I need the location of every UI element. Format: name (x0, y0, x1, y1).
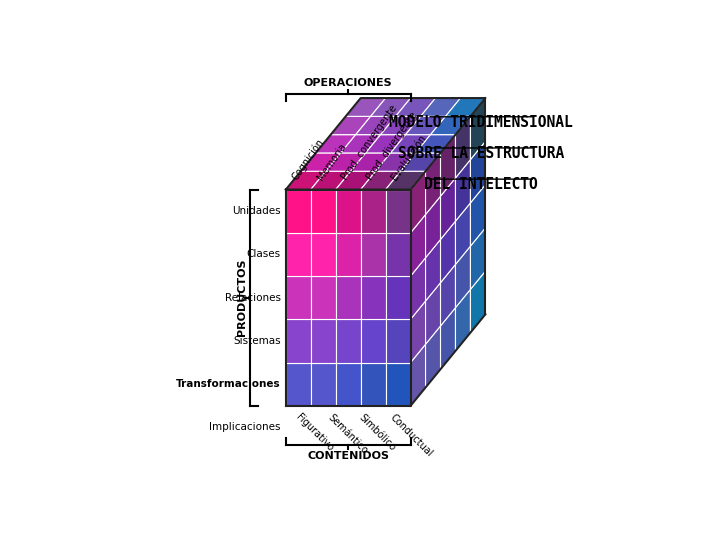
Text: Prod. convergente: Prod. convergente (340, 103, 400, 182)
Text: MODELO TRIDIMENSIONAL: MODELO TRIDIMENSIONAL (390, 114, 573, 130)
Text: SOBRE LA ESTRUCTURA: SOBRE LA ESTRUCTURA (398, 146, 564, 161)
Polygon shape (341, 134, 381, 153)
Polygon shape (311, 276, 336, 319)
Polygon shape (361, 276, 386, 319)
Polygon shape (456, 246, 470, 308)
Polygon shape (286, 276, 311, 319)
Text: Unidades: Unidades (233, 206, 281, 216)
Polygon shape (286, 171, 325, 190)
Polygon shape (410, 344, 426, 406)
Polygon shape (400, 153, 441, 171)
Polygon shape (361, 171, 400, 190)
Polygon shape (441, 265, 456, 326)
Polygon shape (325, 153, 366, 171)
Text: Conductual: Conductual (388, 412, 434, 458)
Polygon shape (361, 190, 386, 233)
Polygon shape (361, 362, 386, 406)
Polygon shape (391, 134, 431, 153)
Text: Simbólico: Simbólico (356, 412, 397, 453)
Polygon shape (366, 134, 405, 153)
Polygon shape (386, 362, 410, 406)
Polygon shape (376, 153, 415, 171)
Polygon shape (470, 98, 485, 160)
Polygon shape (410, 171, 426, 233)
Polygon shape (301, 153, 341, 171)
Text: Evaluación: Evaluación (390, 133, 428, 182)
Polygon shape (456, 160, 470, 221)
Text: Clases: Clases (247, 249, 281, 259)
Polygon shape (336, 276, 361, 319)
Polygon shape (336, 190, 361, 233)
Polygon shape (351, 153, 391, 171)
Polygon shape (410, 214, 426, 276)
Polygon shape (311, 319, 336, 362)
Polygon shape (286, 233, 311, 276)
Polygon shape (330, 116, 371, 134)
Polygon shape (395, 98, 436, 116)
Polygon shape (441, 178, 456, 239)
Text: Transformaciones: Transformaciones (176, 379, 281, 389)
Polygon shape (286, 190, 311, 233)
Polygon shape (316, 134, 356, 153)
Polygon shape (381, 116, 420, 134)
Polygon shape (336, 362, 361, 406)
Text: Relaciones: Relaciones (225, 293, 281, 302)
Polygon shape (426, 282, 441, 344)
Polygon shape (415, 134, 456, 153)
Polygon shape (470, 228, 485, 289)
Polygon shape (386, 276, 410, 319)
Polygon shape (431, 116, 470, 134)
Text: Cognición: Cognición (289, 137, 326, 182)
Polygon shape (336, 319, 361, 362)
Polygon shape (420, 98, 461, 116)
Text: OPERACIONES: OPERACIONES (304, 78, 392, 87)
Text: Memoria: Memoria (315, 141, 348, 182)
Polygon shape (410, 301, 426, 362)
Polygon shape (356, 116, 395, 134)
Polygon shape (386, 233, 410, 276)
Text: Figurativo: Figurativo (294, 412, 336, 453)
Polygon shape (456, 289, 470, 351)
Text: DEL INTELECTO: DEL INTELECTO (424, 177, 538, 192)
Polygon shape (311, 190, 336, 233)
Text: CONTENIDOS: CONTENIDOS (307, 451, 390, 462)
Polygon shape (361, 319, 386, 362)
Polygon shape (386, 190, 410, 233)
Polygon shape (470, 185, 485, 246)
Polygon shape (311, 233, 336, 276)
Polygon shape (311, 362, 336, 406)
Polygon shape (441, 134, 456, 196)
Polygon shape (426, 326, 441, 388)
Polygon shape (286, 362, 311, 406)
Polygon shape (371, 98, 410, 116)
Polygon shape (286, 319, 311, 362)
Polygon shape (311, 171, 351, 190)
Polygon shape (426, 153, 441, 214)
Polygon shape (346, 98, 386, 116)
Polygon shape (456, 116, 470, 178)
Polygon shape (386, 171, 426, 190)
Polygon shape (426, 239, 441, 301)
Polygon shape (441, 221, 456, 282)
Polygon shape (446, 98, 485, 116)
Polygon shape (441, 308, 456, 369)
Polygon shape (470, 141, 485, 203)
Polygon shape (470, 271, 485, 333)
Polygon shape (410, 258, 426, 319)
Polygon shape (456, 203, 470, 265)
Text: Semántico: Semántico (325, 412, 369, 456)
Text: Implicaciones: Implicaciones (210, 422, 281, 433)
Polygon shape (386, 319, 410, 362)
Polygon shape (336, 233, 361, 276)
Polygon shape (426, 196, 441, 258)
Polygon shape (336, 171, 376, 190)
Text: Prod. divergente: Prod. divergente (365, 110, 419, 182)
Text: Sistemas: Sistemas (233, 336, 281, 346)
Polygon shape (405, 116, 446, 134)
Polygon shape (361, 233, 386, 276)
Text: PRODUCTOS: PRODUCTOS (237, 259, 247, 336)
